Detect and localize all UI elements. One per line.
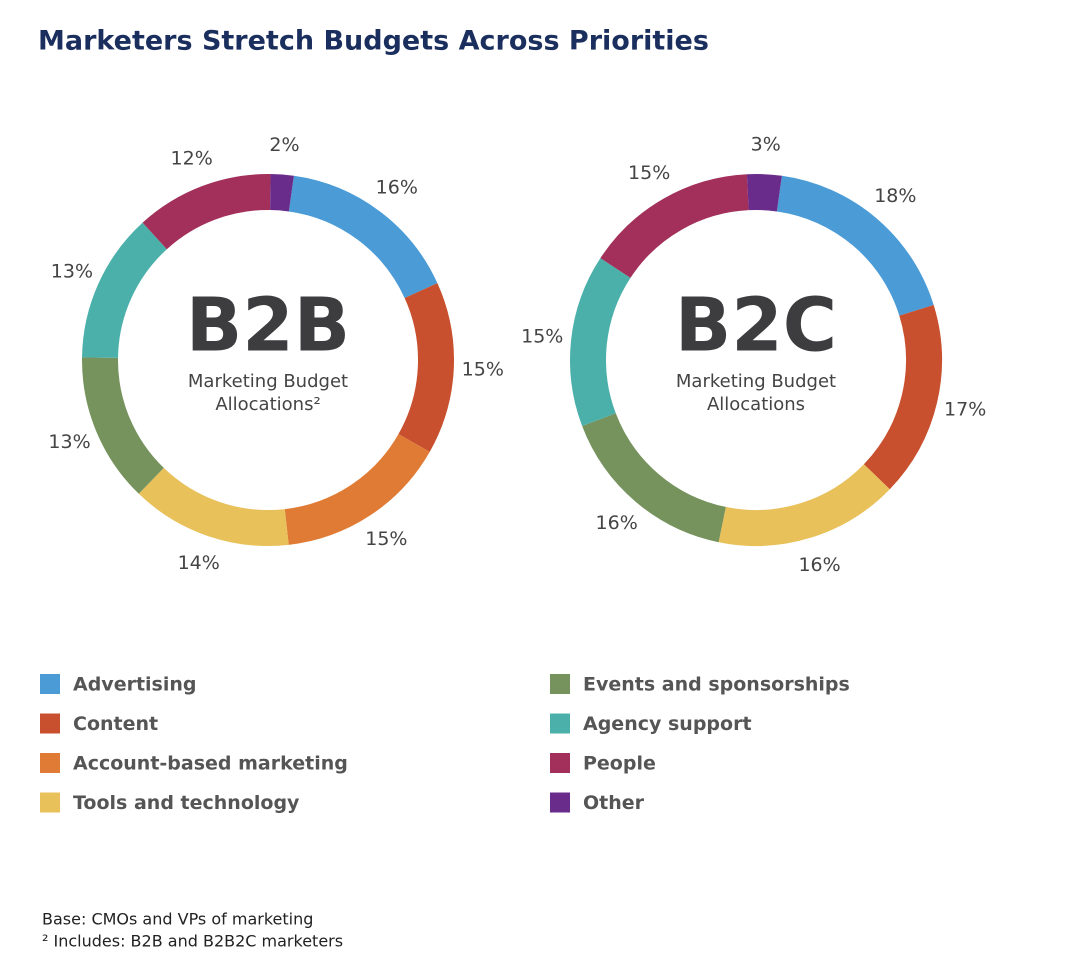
legend-label: People	[583, 753, 656, 775]
donut-segment	[269, 174, 294, 212]
value-label: 17%	[944, 398, 986, 420]
value-label: 15%	[462, 358, 504, 380]
legend-label: Other	[583, 792, 645, 814]
footnote: Base: CMOs and VPs of marketing	[42, 910, 313, 929]
value-label: 14%	[178, 552, 220, 574]
donut-segment	[570, 258, 631, 427]
value-label: 13%	[51, 260, 93, 282]
legend-label: Advertising	[73, 674, 197, 696]
value-label: 12%	[171, 148, 213, 170]
donut-segment	[863, 305, 942, 490]
donut-segment	[82, 222, 168, 359]
value-label: 13%	[48, 431, 90, 453]
donut-segment	[600, 174, 750, 279]
legend-label: Account-based marketing	[73, 753, 348, 775]
donut-segment	[582, 412, 727, 543]
legend-swatch	[550, 674, 570, 694]
donut-segment	[776, 175, 934, 317]
value-label: 18%	[874, 185, 916, 207]
center-subtitle: Allocations	[707, 394, 805, 415]
donut-segment	[138, 467, 289, 546]
center-subtitle: Marketing Budget	[676, 371, 836, 392]
donut-segment	[284, 433, 430, 545]
donut-segment	[142, 174, 271, 250]
value-label: 2%	[269, 134, 299, 156]
value-label: 3%	[751, 134, 781, 156]
center-title: B2B	[186, 283, 350, 369]
legend-label: Agency support	[583, 713, 752, 735]
center-subtitle: Marketing Budget	[188, 371, 348, 392]
center-subtitle: Allocations²	[215, 394, 320, 415]
legend-swatch	[40, 753, 60, 773]
legend-swatch	[550, 753, 570, 773]
legend-swatch	[40, 792, 60, 813]
donut-segment	[718, 463, 890, 546]
value-label: 15%	[365, 528, 407, 550]
legend-swatch	[40, 713, 60, 734]
legend-label: Events and sponsorships	[583, 674, 850, 696]
donut-segment	[288, 175, 438, 299]
legend-label: Tools and technology	[73, 792, 300, 814]
value-label: 15%	[521, 325, 563, 347]
donut-segment	[82, 357, 165, 494]
value-label: 16%	[798, 554, 840, 576]
center-title: B2C	[675, 283, 837, 369]
footnote: ² Includes: B2B and B2B2C marketers	[42, 932, 343, 951]
donut-segment	[746, 174, 782, 212]
value-label: 15%	[628, 162, 670, 184]
legend-swatch	[40, 674, 60, 694]
value-label: 16%	[376, 176, 418, 198]
legend-swatch	[550, 792, 570, 813]
donut-segment	[398, 283, 454, 452]
value-label: 16%	[596, 512, 638, 534]
legend-swatch	[550, 713, 570, 734]
chart-title: Marketers Stretch Budgets Across Priorit…	[38, 26, 709, 57]
legend-label: Content	[73, 713, 158, 735]
